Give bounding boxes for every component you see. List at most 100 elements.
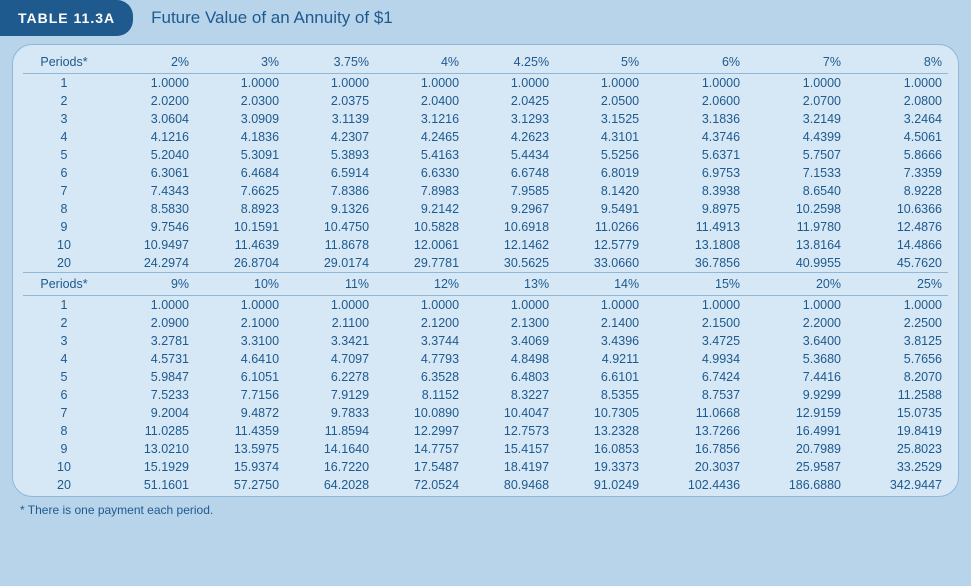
col-header: 14%: [555, 273, 645, 296]
value-cell: 5.7656: [847, 350, 948, 368]
value-cell: 1.0000: [555, 74, 645, 93]
value-cell: 12.4876: [847, 218, 948, 236]
annuity-table: Periods*2%3%3.75%4%4.25%5%6%7%8% 11.0000…: [23, 51, 948, 494]
value-cell: 4.7097: [285, 350, 375, 368]
value-cell: 3.3100: [195, 332, 285, 350]
value-cell: 10.5828: [375, 218, 465, 236]
value-cell: 2.1300: [465, 314, 555, 332]
value-cell: 4.5061: [847, 128, 948, 146]
value-cell: 64.2028: [285, 476, 375, 494]
table-row: 33.27813.31003.34213.37443.40693.43963.4…: [23, 332, 948, 350]
value-cell: 1.0000: [195, 296, 285, 315]
value-cell: 10.1591: [195, 218, 285, 236]
table-row: 44.57314.64104.70974.77934.84984.92114.9…: [23, 350, 948, 368]
value-cell: 2.0700: [746, 92, 847, 110]
value-cell: 1.0000: [375, 74, 465, 93]
value-cell: 15.4157: [465, 440, 555, 458]
col-header: 20%: [746, 273, 847, 296]
value-cell: 7.8983: [375, 182, 465, 200]
value-cell: 3.4069: [465, 332, 555, 350]
value-cell: 11.0668: [645, 404, 746, 422]
table1-body: 11.00001.00001.00001.00001.00001.00001.0…: [23, 74, 948, 273]
value-cell: 9.2004: [105, 404, 195, 422]
period-cell: 6: [23, 386, 105, 404]
value-cell: 10.7305: [555, 404, 645, 422]
table-row: 79.20049.48729.783310.089010.404710.7305…: [23, 404, 948, 422]
value-cell: 102.4436: [645, 476, 746, 494]
value-cell: 12.1462: [465, 236, 555, 254]
period-cell: 6: [23, 164, 105, 182]
value-cell: 9.8975: [645, 200, 746, 218]
value-cell: 16.7856: [645, 440, 746, 458]
value-cell: 29.0174: [285, 254, 375, 273]
value-cell: 3.4396: [555, 332, 645, 350]
value-cell: 5.3680: [746, 350, 847, 368]
value-cell: 2.1100: [285, 314, 375, 332]
col-header: 11%: [285, 273, 375, 296]
value-cell: 3.1836: [645, 110, 746, 128]
value-cell: 17.5487: [375, 458, 465, 476]
value-cell: 3.0909: [195, 110, 285, 128]
value-cell: 12.2997: [375, 422, 465, 440]
table-row: 811.028511.435911.859412.299712.757313.2…: [23, 422, 948, 440]
period-cell: 4: [23, 128, 105, 146]
table-row: 99.754610.159110.475010.582810.691811.02…: [23, 218, 948, 236]
value-cell: 1.0000: [285, 74, 375, 93]
period-cell: 5: [23, 146, 105, 164]
value-cell: 13.0210: [105, 440, 195, 458]
value-cell: 3.1525: [555, 110, 645, 128]
value-cell: 4.4399: [746, 128, 847, 146]
value-cell: 4.1836: [195, 128, 285, 146]
value-cell: 11.2588: [847, 386, 948, 404]
value-cell: 2.0300: [195, 92, 285, 110]
col-header: 10%: [195, 273, 285, 296]
value-cell: 7.4343: [105, 182, 195, 200]
value-cell: 5.2040: [105, 146, 195, 164]
value-cell: 5.6371: [645, 146, 746, 164]
period-cell: 20: [23, 476, 105, 494]
table-row: 1015.192915.937416.722017.548718.419719.…: [23, 458, 948, 476]
value-cell: 6.3528: [375, 368, 465, 386]
value-cell: 12.0061: [375, 236, 465, 254]
value-cell: 7.7156: [195, 386, 285, 404]
value-cell: 1.0000: [105, 74, 195, 93]
value-cell: 36.7856: [645, 254, 746, 273]
value-cell: 11.8594: [285, 422, 375, 440]
value-cell: 9.5491: [555, 200, 645, 218]
col-header: 4%: [375, 51, 465, 74]
value-cell: 4.6410: [195, 350, 285, 368]
value-cell: 12.9159: [746, 404, 847, 422]
value-cell: 6.9753: [645, 164, 746, 182]
value-cell: 4.2465: [375, 128, 465, 146]
value-cell: 8.3938: [645, 182, 746, 200]
value-cell: 26.8704: [195, 254, 285, 273]
value-cell: 57.2750: [195, 476, 285, 494]
value-cell: 186.6880: [746, 476, 847, 494]
value-cell: 1.0000: [746, 74, 847, 93]
value-cell: 33.0660: [555, 254, 645, 273]
value-cell: 16.7220: [285, 458, 375, 476]
col-header: 9%: [105, 273, 195, 296]
table-row: 1010.949711.463911.867812.006112.146212.…: [23, 236, 948, 254]
col-header: 3.75%: [285, 51, 375, 74]
period-cell: 3: [23, 332, 105, 350]
value-cell: 2.0425: [465, 92, 555, 110]
value-cell: 1.0000: [555, 296, 645, 315]
period-cell: 2: [23, 92, 105, 110]
value-cell: 10.9497: [105, 236, 195, 254]
value-cell: 91.0249: [555, 476, 645, 494]
value-cell: 80.9468: [465, 476, 555, 494]
value-cell: 10.6918: [465, 218, 555, 236]
value-cell: 8.1152: [375, 386, 465, 404]
value-cell: 5.5256: [555, 146, 645, 164]
period-cell: 2: [23, 314, 105, 332]
value-cell: 2.1500: [645, 314, 746, 332]
col-header: 7%: [746, 51, 847, 74]
value-cell: 40.9955: [746, 254, 847, 273]
value-cell: 24.2974: [105, 254, 195, 273]
value-cell: 5.7507: [746, 146, 847, 164]
value-cell: 1.0000: [847, 296, 948, 315]
table-tab: TABLE 11.3A: [0, 0, 133, 36]
period-cell: 10: [23, 236, 105, 254]
period-cell: 7: [23, 404, 105, 422]
